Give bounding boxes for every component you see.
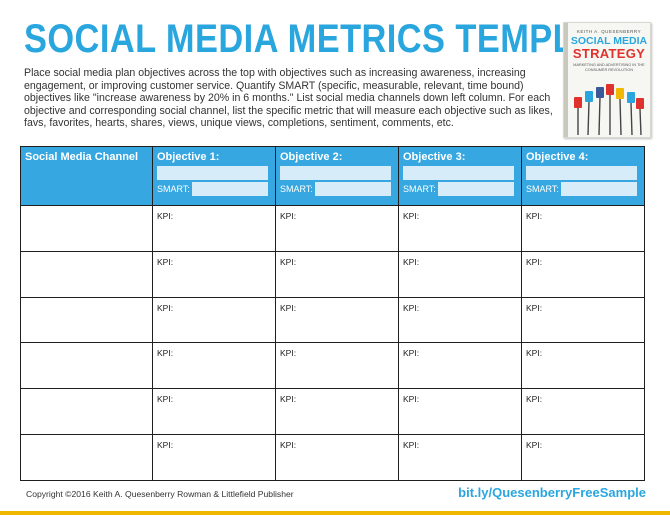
channel-cell[interactable] (20, 250, 153, 298)
objective-label: Objective 1: (157, 151, 220, 163)
kpi-label: KPI: (403, 394, 420, 405)
kpi-cell[interactable]: KPI: (521, 342, 645, 390)
objective-label: Objective 2: (280, 151, 343, 163)
footer-accent-bar (0, 511, 670, 515)
table-row: KPI: KPI: KPI: KPI: (20, 250, 645, 298)
kpi-label: KPI: (157, 211, 174, 221)
sample-link[interactable]: bit.ly/QuesenberryFreeSample (458, 485, 646, 500)
kpi-cell[interactable]: KPI: (398, 434, 522, 481)
channel-cell[interactable] (20, 296, 153, 344)
kpi-label: KPI: (157, 256, 174, 267)
book-cover-image: KEITH A. QUESENBERRY SOCIAL MEDIA STRATE… (563, 22, 651, 138)
kpi-cell[interactable]: KPI: (152, 205, 276, 252)
kpi-cell[interactable]: KPI: (521, 296, 645, 344)
table-row: KPI: KPI: KPI: KPI: (20, 205, 645, 252)
intro-text: Place social media plan objectives acros… (24, 67, 553, 129)
kpi-label: KPI: (403, 348, 420, 359)
table-header-row: Social Media Channel Objective 1: SMART:… (20, 146, 645, 206)
book-title-line2: STRATEGY (572, 46, 646, 61)
kpi-cell[interactable]: KPI: (275, 250, 399, 298)
copyright-text: Copyright ©2016 Keith A. Quesenberry Row… (26, 489, 294, 499)
channel-cell[interactable] (20, 205, 153, 252)
kpi-label: KPI: (157, 394, 174, 405)
table-row: KPI: KPI: KPI: KPI: (20, 388, 645, 436)
kpi-cell[interactable]: KPI: (521, 434, 645, 481)
page-title: SOCIAL MEDIA METRICS TEMPLATE (24, 17, 642, 61)
kpi-cell[interactable]: KPI: (152, 342, 276, 390)
kpi-label: KPI: (403, 211, 420, 221)
table-body: KPI: KPI: KPI: KPI: KPI: KPI: KPI: KPI: KPI: KPI:… (20, 205, 645, 481)
kpi-cell[interactable]: KPI: (275, 342, 399, 390)
kpi-label: KPI: (280, 348, 297, 359)
kpi-cell[interactable]: KPI: (398, 250, 522, 298)
kpi-label: KPI: (526, 348, 543, 359)
book-title-line1: SOCIAL MEDIA (570, 35, 648, 47)
kpi-label: KPI: (280, 302, 297, 313)
kpi-cell[interactable]: KPI: (275, 205, 399, 252)
smart-label: SMART: (157, 184, 190, 194)
kpi-cell[interactable]: KPI: (398, 205, 522, 252)
book-subtitle: MARKETING AND ADVERTISING IN THE CONSUME… (573, 63, 645, 72)
objective-column-header: Objective 2: SMART: (275, 146, 399, 206)
kpi-label: KPI: (526, 440, 543, 451)
kpi-cell[interactable]: KPI: (275, 388, 399, 436)
objective-label: Objective 3: (403, 151, 466, 163)
objective-column-header: Objective 4: SMART: (521, 146, 645, 206)
raised-hands-icon (574, 84, 644, 135)
smart-input[interactable] (437, 182, 514, 196)
kpi-label: KPI: (526, 302, 543, 313)
kpi-label: KPI: (526, 394, 543, 405)
kpi-label: KPI: (157, 302, 174, 313)
channel-cell[interactable] (20, 388, 153, 436)
kpi-cell[interactable]: KPI: (152, 434, 276, 481)
kpi-cell[interactable]: KPI: (398, 388, 522, 436)
kpi-label: KPI: (280, 440, 297, 451)
objective-column-header: Objective 1: SMART: (152, 146, 276, 206)
kpi-cell[interactable]: KPI: (152, 388, 276, 436)
kpi-cell[interactable]: KPI: (521, 205, 645, 252)
kpi-label: KPI: (280, 211, 297, 221)
kpi-cell[interactable]: KPI: (398, 342, 522, 390)
kpi-label: KPI: (526, 256, 543, 267)
kpi-cell[interactable]: KPI: (521, 388, 645, 436)
table-row: KPI: KPI: KPI: KPI: (20, 434, 645, 481)
metrics-table: Social Media Channel Objective 1: SMART:… (20, 146, 645, 481)
kpi-cell[interactable]: KPI: (398, 296, 522, 344)
smart-input[interactable] (191, 182, 268, 196)
kpi-label: KPI: (280, 256, 297, 267)
book-author: KEITH A. QUESENBERRY (576, 29, 642, 34)
objective-input[interactable] (526, 166, 637, 180)
kpi-label: KPI: (280, 394, 297, 405)
objective-label: Objective 4: (526, 151, 589, 163)
channel-column-header: Social Media Channel (20, 146, 153, 206)
smart-label: SMART: (280, 184, 313, 194)
kpi-cell[interactable]: KPI: (521, 250, 645, 298)
objective-column-header: Objective 3: SMART: (398, 146, 522, 206)
smart-label: SMART: (403, 184, 436, 194)
table-row: KPI: KPI: KPI: KPI: (20, 342, 645, 390)
kpi-label: KPI: (403, 302, 420, 313)
kpi-label: KPI: (403, 440, 420, 451)
objective-input[interactable] (280, 166, 391, 180)
kpi-label: KPI: (157, 440, 174, 451)
smart-input[interactable] (560, 182, 637, 196)
kpi-label: KPI: (157, 348, 174, 359)
kpi-cell[interactable]: KPI: (152, 296, 276, 344)
table-row: KPI: KPI: KPI: KPI: (20, 296, 645, 344)
channel-header-label: Social Media Channel (25, 151, 139, 163)
kpi-cell[interactable]: KPI: (275, 296, 399, 344)
objective-input[interactable] (403, 166, 514, 180)
kpi-label: KPI: (403, 256, 420, 267)
kpi-label: KPI: (526, 211, 543, 221)
smart-input[interactable] (314, 182, 391, 196)
kpi-cell[interactable]: KPI: (275, 434, 399, 481)
objective-input[interactable] (157, 166, 268, 180)
book-spine (564, 23, 568, 137)
channel-cell[interactable] (20, 342, 153, 390)
kpi-cell[interactable]: KPI: (152, 250, 276, 298)
smart-label: SMART: (526, 184, 559, 194)
channel-cell[interactable] (20, 434, 153, 481)
